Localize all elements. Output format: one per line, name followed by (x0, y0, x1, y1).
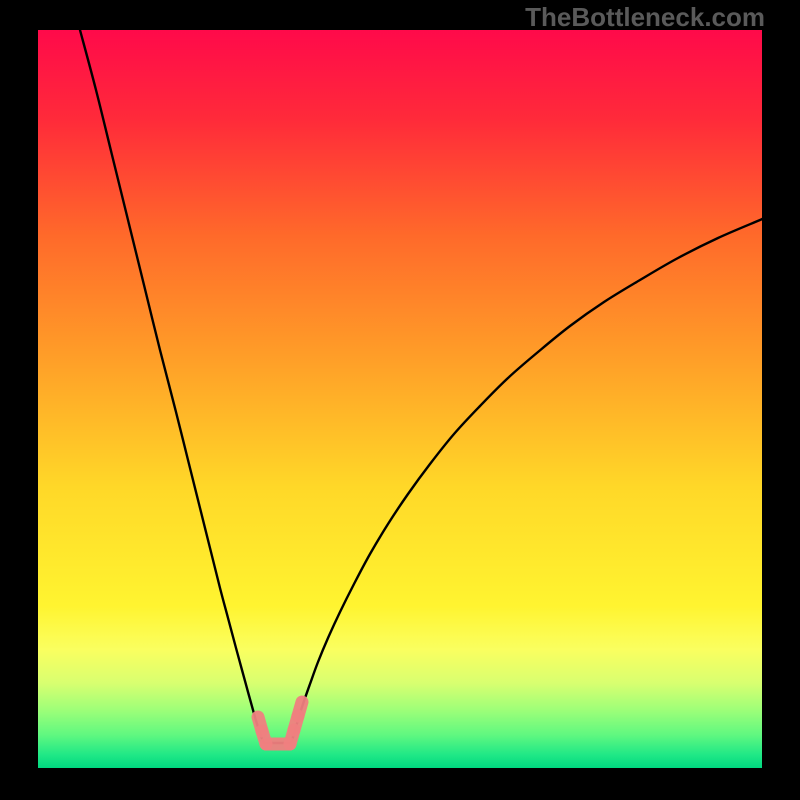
curve-overlay (0, 0, 800, 800)
chart-container: TheBottleneck.com (0, 0, 800, 800)
curve-left-branch (80, 30, 264, 743)
curve-right-branch (291, 218, 764, 743)
highlight-marker (298, 702, 302, 716)
watermark-text: TheBottleneck.com (525, 2, 765, 33)
